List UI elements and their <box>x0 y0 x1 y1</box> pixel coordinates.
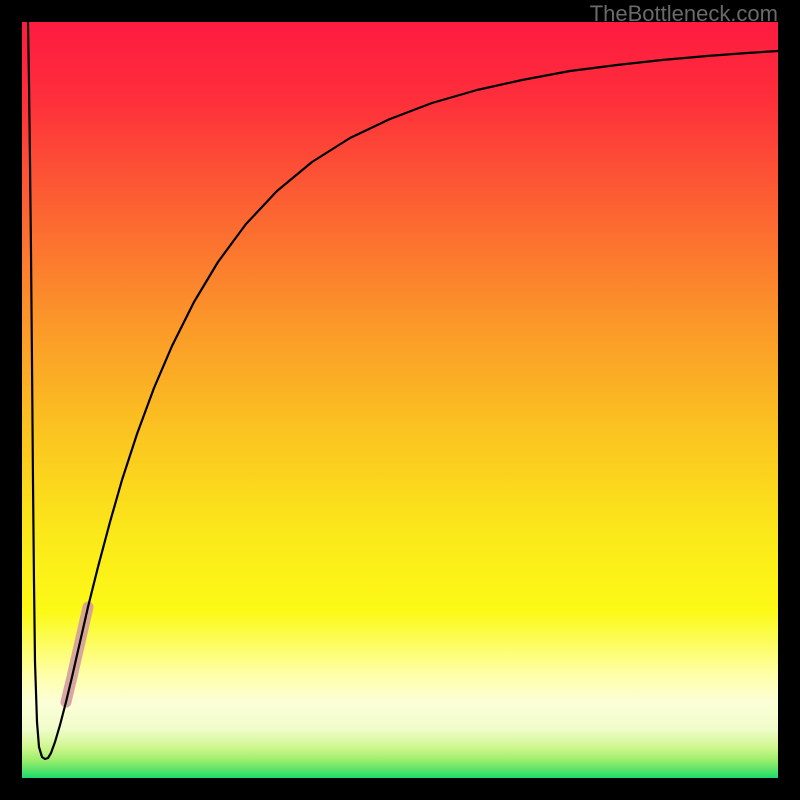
plot-area <box>22 22 778 778</box>
attribution-text: TheBottleneck.com <box>590 1 778 27</box>
chart-container: TheBottleneck.com <box>0 0 800 800</box>
bottleneck-curve <box>28 22 778 759</box>
curve-layer <box>22 22 778 778</box>
